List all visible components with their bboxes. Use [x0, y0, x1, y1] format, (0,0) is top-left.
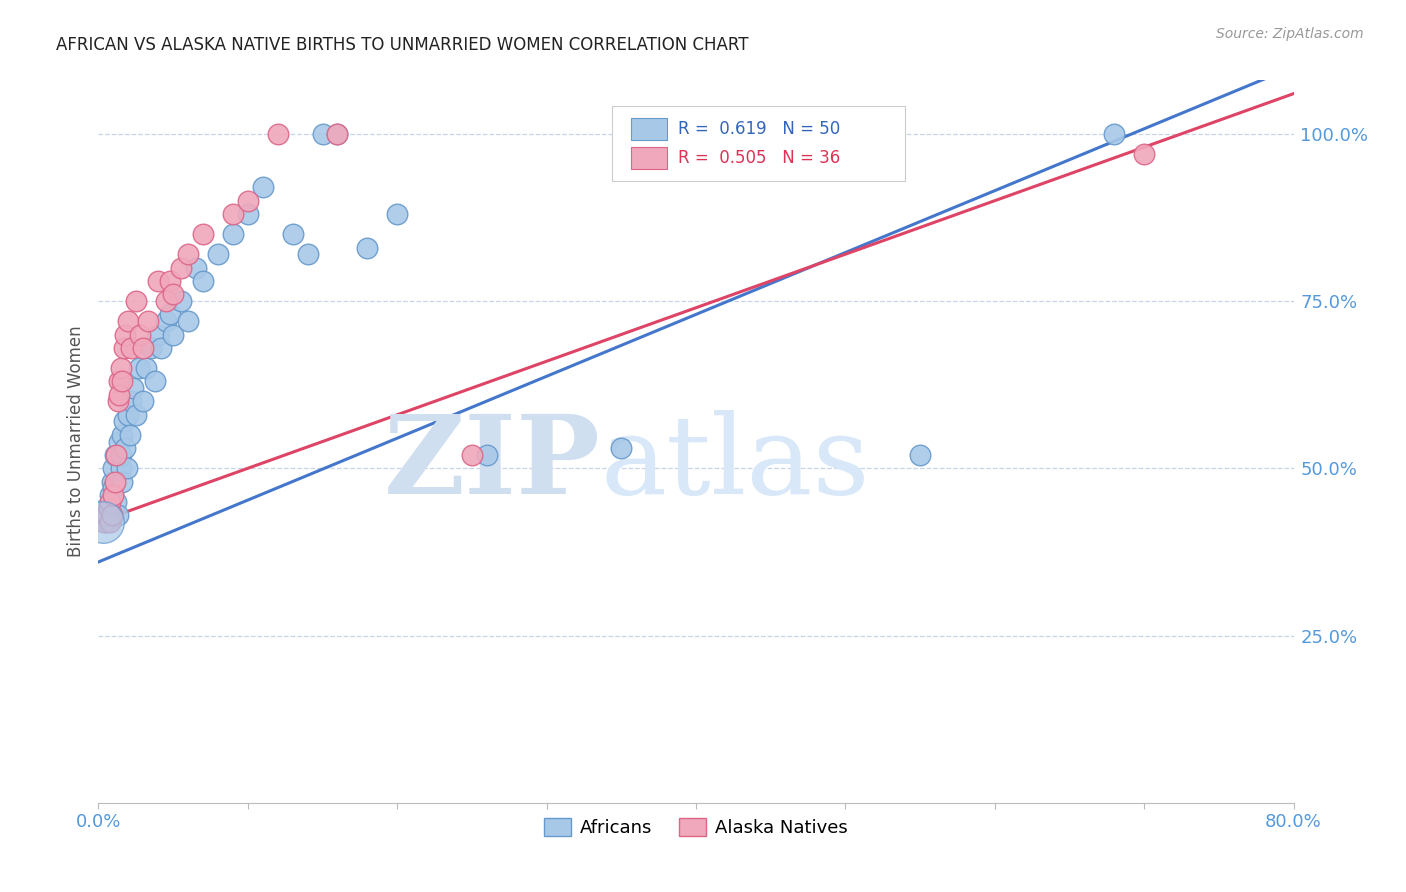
Alaska Natives — [111, 375, 134, 389]
Africans — [475, 448, 498, 462]
Point — [91, 515, 114, 529]
Africans — [117, 408, 139, 422]
Africans — [610, 442, 633, 455]
Text: Source: ZipAtlas.com: Source: ZipAtlas.com — [1216, 27, 1364, 41]
Alaska Natives — [148, 274, 170, 288]
Africans — [114, 442, 136, 455]
Alaska Natives — [162, 287, 184, 301]
Alaska Natives — [267, 127, 290, 141]
Africans — [150, 341, 173, 355]
Alaska Natives — [94, 508, 117, 523]
Alaska Natives — [101, 508, 124, 523]
Alaska Natives — [105, 448, 128, 462]
Africans — [125, 408, 148, 422]
Africans — [908, 448, 931, 462]
Alaska Natives — [169, 260, 191, 275]
Alaska Natives — [120, 341, 142, 355]
Africans — [104, 448, 127, 462]
Text: AFRICAN VS ALASKA NATIVE BIRTHS TO UNMARRIED WOMEN CORRELATION CHART: AFRICAN VS ALASKA NATIVE BIRTHS TO UNMAR… — [56, 36, 749, 54]
Africans — [118, 427, 141, 442]
Africans — [94, 501, 117, 516]
Africans — [311, 127, 333, 141]
Alaska Natives — [222, 207, 245, 221]
Alaska Natives — [191, 227, 214, 242]
Africans — [162, 327, 184, 342]
Africans — [107, 508, 129, 523]
Africans — [169, 294, 191, 309]
Africans — [111, 427, 134, 442]
Africans — [207, 247, 229, 261]
Alaska Natives — [132, 341, 155, 355]
Africans — [191, 274, 214, 288]
Text: R =  0.619   N = 50: R = 0.619 N = 50 — [678, 120, 841, 137]
Alaska Natives — [98, 494, 122, 508]
Africans — [94, 515, 117, 529]
Africans — [236, 207, 259, 221]
Africans — [143, 375, 166, 389]
Africans — [177, 314, 200, 328]
Africans — [222, 227, 245, 242]
Alaska Natives — [93, 515, 115, 529]
Text: ZIP: ZIP — [384, 409, 600, 516]
Africans — [356, 241, 378, 255]
Text: atlas: atlas — [600, 409, 870, 516]
Alaska Natives — [96, 508, 118, 523]
Africans — [112, 414, 135, 429]
Africans — [103, 461, 125, 475]
Africans — [108, 434, 131, 449]
Africans — [132, 394, 155, 409]
Africans — [385, 207, 409, 221]
Y-axis label: Births to Unmarried Women: Births to Unmarried Women — [66, 326, 84, 558]
Alaska Natives — [136, 314, 159, 328]
Alaska Natives — [108, 375, 131, 389]
Alaska Natives — [1133, 147, 1156, 161]
Africans — [135, 361, 157, 376]
Alaska Natives — [159, 274, 181, 288]
Africans — [121, 381, 143, 395]
Alaska Natives — [461, 448, 484, 462]
Africans — [148, 327, 170, 342]
Alaska Natives — [117, 314, 139, 328]
Africans — [101, 475, 124, 489]
Africans — [252, 180, 274, 194]
Africans — [110, 448, 132, 462]
Africans — [98, 488, 122, 502]
Africans — [326, 127, 349, 141]
Alaska Natives — [326, 127, 349, 141]
Africans — [120, 394, 142, 409]
Africans — [1104, 127, 1126, 141]
Africans — [128, 361, 150, 376]
Africans — [111, 475, 134, 489]
Alaska Natives — [112, 341, 135, 355]
Africans — [159, 307, 181, 322]
Alaska Natives — [110, 361, 132, 376]
Alaska Natives — [108, 387, 131, 401]
Africans — [281, 227, 304, 242]
Africans — [103, 482, 125, 496]
Alaska Natives — [107, 394, 129, 409]
Africans — [115, 461, 138, 475]
Alaska Natives — [236, 194, 259, 208]
Africans — [139, 341, 162, 355]
Alaska Natives — [125, 294, 148, 309]
Africans — [105, 494, 128, 508]
Alaska Natives — [177, 247, 200, 261]
Africans — [184, 260, 207, 275]
Africans — [110, 461, 132, 475]
Alaska Natives — [155, 294, 177, 309]
FancyBboxPatch shape — [631, 147, 668, 169]
Alaska Natives — [114, 327, 136, 342]
FancyBboxPatch shape — [613, 105, 905, 181]
Legend: Africans, Alaska Natives: Africans, Alaska Natives — [537, 811, 855, 845]
Africans — [155, 314, 177, 328]
Alaska Natives — [104, 475, 127, 489]
Alaska Natives — [97, 501, 120, 516]
FancyBboxPatch shape — [631, 118, 668, 139]
Africans — [297, 247, 319, 261]
Alaska Natives — [98, 515, 122, 529]
Text: R =  0.505   N = 36: R = 0.505 N = 36 — [678, 149, 841, 168]
Alaska Natives — [129, 327, 152, 342]
Alaska Natives — [103, 488, 125, 502]
